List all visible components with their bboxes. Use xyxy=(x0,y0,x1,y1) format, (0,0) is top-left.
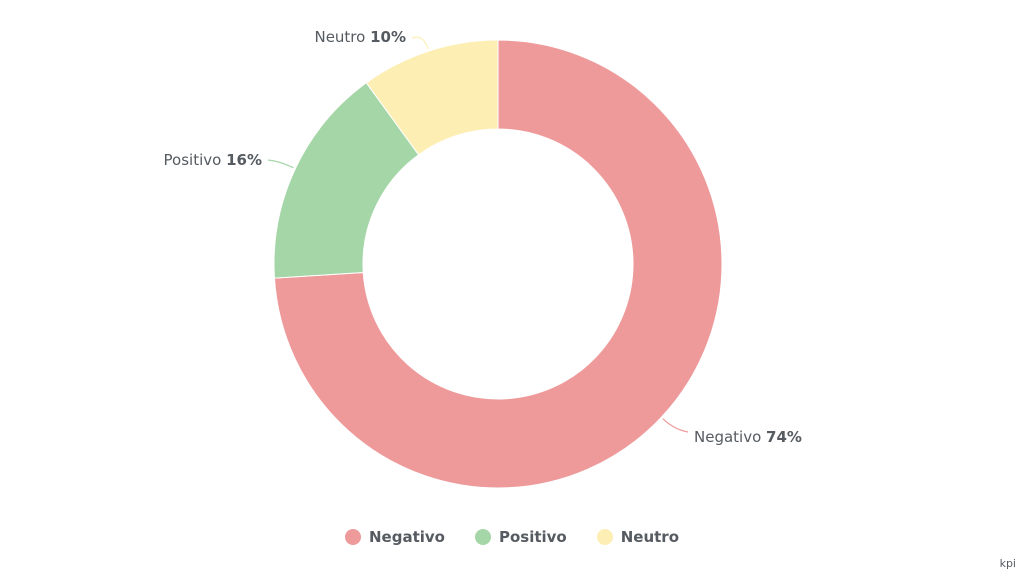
legend-item-neutro[interactable]: Neutro xyxy=(596,528,680,546)
legend-label-neutro: Neutro xyxy=(620,528,680,546)
slice-negativo[interactable] xyxy=(273,39,723,489)
connector-neutro xyxy=(411,36,429,50)
data-label-name: Neutro xyxy=(314,28,370,46)
connector-negativo xyxy=(662,418,689,433)
legend-dot-positivo xyxy=(474,529,491,545)
data-label-neutro: Neutro 10% xyxy=(314,28,406,46)
watermark-text: kpi xyxy=(999,557,1016,570)
data-label-name: Negativo xyxy=(694,428,766,446)
slice-neutro[interactable] xyxy=(365,39,499,156)
legend: Negativo Positivo Neutro xyxy=(0,525,1024,549)
legend-item-positivo[interactable]: Positivo xyxy=(474,528,567,546)
legend-label-positivo: Positivo xyxy=(498,528,567,546)
data-label-positivo: Positivo 16% xyxy=(164,151,262,169)
connector-positivo xyxy=(267,159,294,169)
legend-dot-neutro xyxy=(596,529,613,545)
legend-item-negativo[interactable]: Negativo xyxy=(344,528,445,546)
legend-dot-negativo xyxy=(344,529,361,545)
data-label-value: 16% xyxy=(226,151,262,169)
data-label-value: 10% xyxy=(370,28,406,46)
legend-label-negativo: Negativo xyxy=(368,528,445,546)
data-label-name: Positivo xyxy=(164,151,227,169)
data-label-negativo: Negativo 74% xyxy=(694,428,802,446)
data-label-value: 74% xyxy=(766,428,802,446)
